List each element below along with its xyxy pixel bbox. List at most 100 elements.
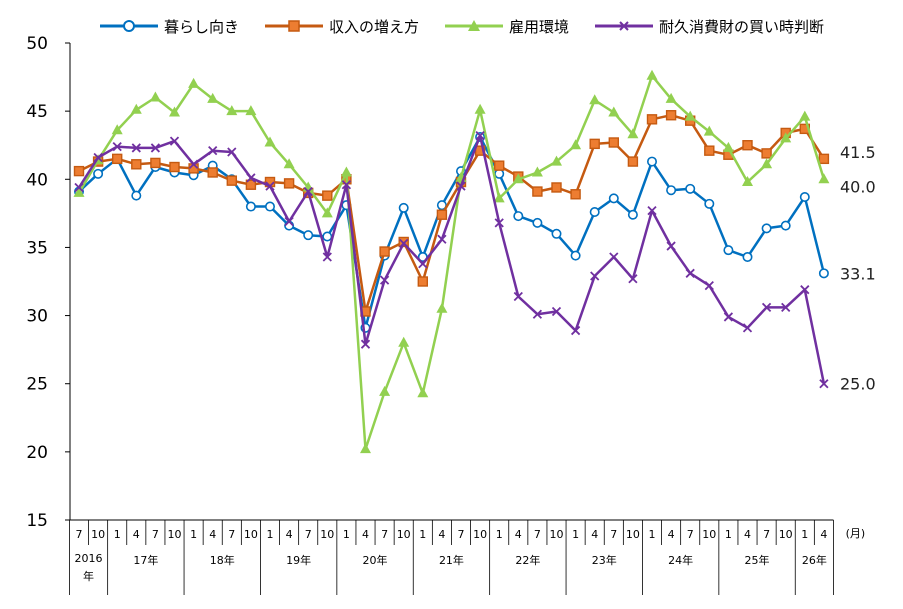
series-3	[73, 69, 830, 454]
data-point	[111, 153, 123, 165]
data-point	[608, 106, 620, 117]
x-year-label: 22年	[515, 553, 540, 567]
data-point	[169, 106, 180, 117]
x-month-label: 7	[610, 528, 617, 541]
data-point	[322, 252, 332, 262]
x-year-label: 19年	[286, 553, 311, 567]
data-point	[456, 181, 466, 191]
data-point	[723, 245, 734, 256]
x-month-label: 10	[473, 528, 487, 541]
data-point	[341, 180, 352, 190]
data-point	[379, 275, 390, 285]
data-point	[303, 186, 313, 197]
x-unit-label: (月)	[846, 527, 866, 540]
data-point	[112, 141, 122, 152]
data-point	[646, 114, 658, 125]
data-point	[436, 209, 448, 220]
data-point	[627, 128, 639, 139]
x-month-label: 10	[168, 528, 182, 541]
data-point	[818, 268, 829, 279]
legend-label-kurashi: 暮らし向き	[164, 17, 240, 36]
data-point	[703, 125, 715, 136]
data-point	[704, 280, 714, 291]
data-point	[512, 173, 524, 184]
data-point	[74, 182, 84, 193]
data-point	[264, 136, 276, 147]
data-point	[93, 152, 103, 163]
data-point	[799, 110, 811, 121]
data-point	[322, 190, 333, 201]
data-point	[321, 207, 333, 218]
data-point	[475, 131, 485, 141]
data-point	[570, 325, 581, 336]
data-point	[685, 183, 696, 194]
y-tick-label: 35	[26, 238, 48, 258]
x-year-label: 2016	[75, 552, 103, 565]
x-month-label: 10	[550, 528, 564, 541]
data-point	[131, 143, 141, 153]
x-month-label: 1	[649, 528, 656, 541]
data-point	[609, 252, 619, 262]
data-point	[226, 105, 238, 116]
data-point	[742, 251, 753, 262]
data-point	[742, 323, 753, 333]
legend-swatch-kurashi	[100, 20, 158, 32]
data-point	[589, 206, 600, 217]
data-point	[169, 161, 180, 173]
data-point	[513, 211, 524, 222]
x-month-label: 7	[305, 528, 312, 541]
data-point	[436, 302, 448, 313]
x-month-label: 7	[763, 528, 770, 541]
data-point	[532, 309, 543, 319]
data-point	[93, 168, 104, 179]
legend: 暮らし向き 収入の増え方 雇用環境 耐久消費財の買い時判断	[100, 14, 850, 38]
data-point	[799, 192, 810, 203]
legend-label-taikyu: 耐久消費財の買い時判断	[659, 17, 825, 36]
y-axis: 15 20 25 30 35 40 45 50	[26, 34, 71, 531]
data-point	[283, 158, 295, 169]
data-point	[73, 165, 85, 177]
data-point	[398, 336, 410, 347]
data-point	[742, 140, 753, 151]
x-month-label: 4	[362, 528, 369, 541]
x-month-label: 1	[190, 528, 197, 541]
data-point	[169, 136, 180, 146]
data-point	[800, 285, 810, 295]
y-tick-label: 45	[26, 102, 48, 122]
x-year-label: 23年	[592, 553, 617, 567]
data-point	[226, 175, 238, 186]
x-year-label: 26年	[802, 553, 827, 567]
data-point	[493, 192, 505, 203]
data-point	[150, 143, 161, 153]
data-point	[590, 271, 600, 281]
x-month-label: 10	[91, 528, 105, 541]
data-point	[646, 69, 658, 80]
data-point	[322, 231, 333, 242]
data-point	[551, 306, 562, 317]
data-point	[207, 167, 218, 178]
data-point	[819, 379, 829, 389]
data-point	[761, 148, 772, 159]
data-point	[818, 153, 830, 165]
x-year-label: 年	[83, 569, 94, 583]
x-month-label: 10	[702, 528, 716, 541]
data-point	[627, 209, 638, 220]
data-point	[245, 179, 257, 190]
data-point	[722, 141, 734, 152]
x-year-label: 20年	[363, 553, 388, 567]
x-month-label: 10	[320, 528, 334, 541]
x-month-label: 7	[381, 528, 388, 541]
legend-swatch-taikyu	[595, 21, 654, 31]
x-month-label: 1	[725, 528, 732, 541]
x-month-label: 4	[591, 528, 598, 541]
data-point	[589, 94, 601, 105]
data-point	[532, 186, 543, 197]
data-point	[628, 274, 638, 284]
series-line	[77, 134, 826, 384]
plot-area	[73, 69, 830, 454]
data-point	[513, 291, 523, 302]
data-point	[360, 443, 371, 454]
x-year-label: 24年	[668, 553, 693, 567]
data-point	[245, 201, 256, 212]
x-year-label: 21年	[439, 553, 464, 567]
